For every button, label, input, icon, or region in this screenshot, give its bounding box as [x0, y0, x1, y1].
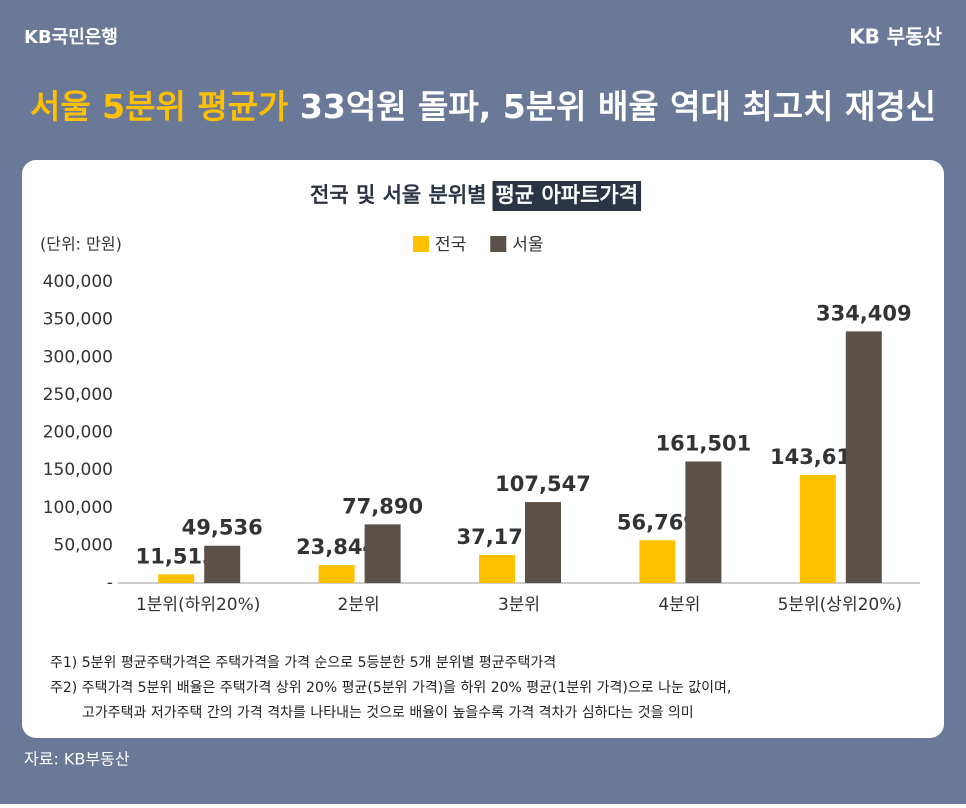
- bar: [364, 524, 401, 583]
- y-tick-label: 200,000: [43, 423, 113, 443]
- legend-label: 서울: [512, 235, 543, 255]
- y-tick-label: 300,000: [43, 347, 113, 367]
- legend-swatch: [490, 236, 507, 252]
- value-label: 49,536: [182, 516, 263, 540]
- logo: KB국민은행: [24, 27, 118, 48]
- source: 자료: KB부동산: [24, 750, 130, 769]
- bar: [799, 474, 836, 583]
- note: 고가주택과 저가주택 간의 가격 격차를 나타내는 것으로 배율이 높을수록 가…: [82, 705, 694, 721]
- y-tick-label: 100,000: [43, 498, 113, 518]
- x-tick-label: 5분위(상위20%): [778, 595, 902, 615]
- headline: 서울 5분위 평균가 33억원 돌파, 5분위 배율 역대 최고치 재경신: [30, 87, 936, 126]
- y-tick-label: 350,000: [43, 310, 113, 330]
- value-label: 11,513: [136, 544, 217, 568]
- bar: [639, 540, 676, 583]
- value-label: 23,844: [296, 535, 377, 559]
- headline-highlight: 서울 5분위 평균가: [30, 87, 288, 126]
- bar: [204, 545, 241, 583]
- brand: KB 부동산: [849, 25, 943, 49]
- value-label: 77,890: [342, 494, 423, 518]
- y-tick-label: 400,000: [43, 272, 113, 292]
- y-tick-label: 250,000: [43, 385, 113, 405]
- x-tick-label: 4분위: [658, 595, 700, 615]
- y-tick-label: 150,000: [43, 460, 113, 480]
- value-label: 334,409: [816, 301, 912, 325]
- unit-label: (단위: 만원): [40, 235, 122, 254]
- value-label: 56,769: [617, 510, 698, 534]
- chart-title-highlight-box: [492, 181, 642, 211]
- x-tick-label: 2분위: [338, 595, 380, 615]
- bar: [845, 331, 882, 583]
- value-label: 107,547: [495, 472, 591, 496]
- legend-label: 전국: [435, 235, 466, 255]
- chart-title: 전국 및 서울 분위별: [310, 183, 487, 207]
- bar: [158, 574, 195, 583]
- chart-title-highlight: 평균 아파트가격: [496, 183, 639, 207]
- x-tick-label: 3분위: [498, 595, 540, 615]
- x-tick-label: 1분위(하위20%): [136, 595, 260, 615]
- headline-rest: 33억원 돌파, 5분위 배율 역대 최고치 재경신: [300, 87, 936, 126]
- y-tick-label: 50,000: [54, 535, 113, 555]
- value-label: 37,171: [456, 525, 537, 549]
- bar: [479, 555, 515, 583]
- bar: [318, 565, 355, 583]
- bar: [685, 461, 722, 583]
- y-tick-label: -: [107, 573, 113, 593]
- card: [22, 160, 944, 738]
- note: 주2) 주택가격 5분위 배율은 주택가격 상위 20% 평균(5분위 가격)을…: [50, 680, 731, 696]
- bar: [525, 502, 561, 583]
- legend-swatch: [413, 236, 429, 252]
- note: 주1) 5분위 평균주택가격은 주택가격을 가격 순으로 5등분한 5개 분위별…: [50, 655, 556, 671]
- value-label: 161,501: [656, 431, 752, 455]
